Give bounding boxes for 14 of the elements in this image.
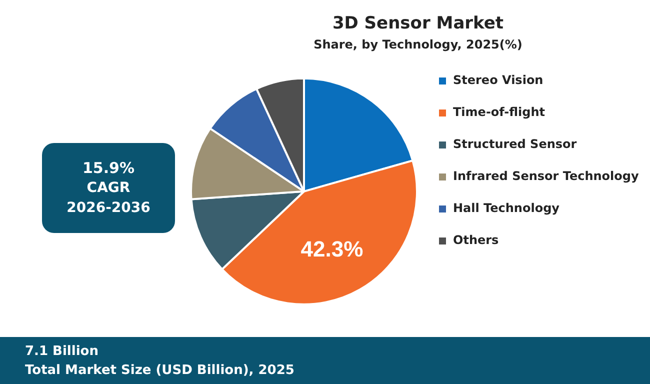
legend-label: Hall Technology [453, 201, 560, 216]
text: Total Market Size (USD Billion), 2025 [25, 362, 296, 380]
legend-label: Structured Sensor [453, 137, 577, 152]
data-label: 42.3% [300, 236, 364, 262]
text: 15.9% [81, 158, 136, 178]
legend-label: Stereo Vision [453, 73, 544, 88]
text: 2026-2036 [66, 199, 152, 218]
text: CAGR [86, 179, 132, 198]
legend-label: Time-of-flight [453, 105, 546, 120]
chart-title: 3D Sensor Market [332, 14, 504, 34]
text: 7.1 Billion [25, 343, 100, 361]
legend-label: Others [453, 233, 499, 248]
chart-subtitle: Share, by Technology, 2025(%) [314, 38, 522, 52]
legend-label: Infrared Sensor Technology [453, 169, 639, 184]
